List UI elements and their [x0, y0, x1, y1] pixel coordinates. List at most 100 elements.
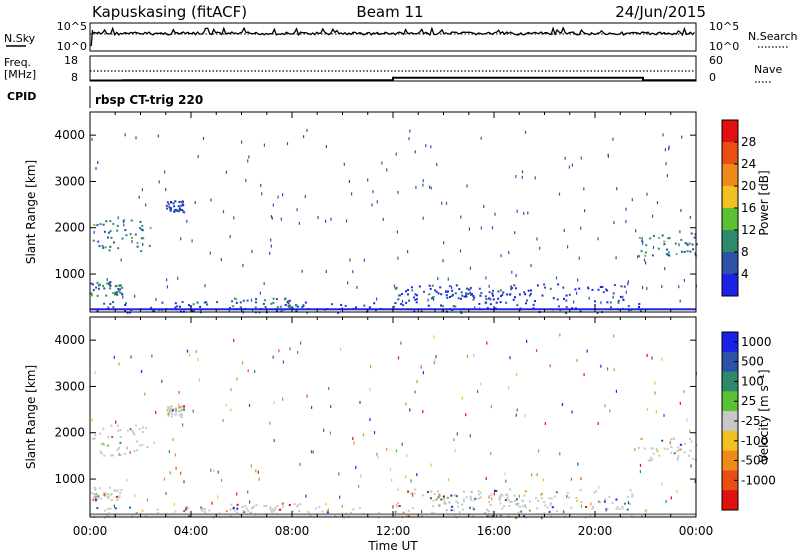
- velocity-colorbar-label: Velocity [m s⁻¹]: [757, 369, 771, 462]
- echo-cell: [117, 247, 120, 250]
- echo-cell: [679, 230, 681, 234]
- echo-cell: [168, 450, 170, 453]
- echo-cell: [668, 145, 670, 149]
- echo-cell: [589, 514, 592, 517]
- echo-cell: [110, 499, 113, 501]
- echo-cell: [686, 244, 689, 247]
- echo-cell: [192, 310, 195, 313]
- echo-cell: [521, 499, 524, 502]
- range-tick-label: 4000: [54, 333, 85, 347]
- echo-cell: [606, 289, 609, 292]
- echo-cell: [536, 349, 538, 353]
- echo-cell: [534, 300, 536, 303]
- echo-cell: [170, 412, 173, 415]
- echo-cell: [432, 499, 435, 502]
- colorbar-swatch: [722, 490, 738, 511]
- echo-cell: [144, 392, 146, 396]
- echo-cell: [615, 508, 618, 510]
- echo-cell: [465, 295, 468, 298]
- echo-cell: [661, 285, 663, 289]
- echo-cell: [92, 497, 95, 500]
- echo-cell: [499, 502, 502, 505]
- echo-cell: [131, 430, 134, 433]
- echo-cell: [641, 240, 644, 243]
- echo-cell: [261, 192, 263, 196]
- echo-cell: [106, 278, 108, 281]
- echo-cell: [658, 454, 661, 457]
- echo-cell: [107, 306, 110, 309]
- echo-cell: [463, 295, 466, 298]
- echo-cell: [515, 274, 517, 277]
- echo-cell: [103, 493, 106, 496]
- echo-cell: [407, 490, 410, 493]
- echo-cell: [397, 298, 400, 301]
- echo-cell: [204, 508, 206, 511]
- echo-cell: [96, 309, 99, 312]
- echo-cell: [514, 296, 516, 299]
- echo-cell: [184, 508, 187, 511]
- echo-cell: [165, 492, 167, 495]
- echo-cell: [546, 506, 549, 509]
- echo-cell: [99, 223, 102, 226]
- echo-cell: [519, 505, 522, 508]
- echo-cell: [456, 432, 458, 436]
- range-tick-label: 1000: [54, 267, 85, 281]
- echo-cell: [665, 500, 667, 504]
- echo-cell: [195, 349, 197, 353]
- echo-cell: [117, 429, 120, 432]
- echo-cell: [410, 286, 413, 289]
- echo-cell: [167, 407, 170, 410]
- echo-cell: [477, 390, 479, 393]
- echo-cell: [119, 429, 122, 431]
- echo-cell: [181, 301, 184, 303]
- echo-cell: [505, 479, 507, 483]
- echo-cell: [108, 281, 111, 284]
- echo-cell: [655, 448, 658, 451]
- echo-cell: [288, 299, 291, 302]
- echo-cell: [508, 504, 511, 507]
- echo-cell: [393, 305, 396, 308]
- echo-cell: [325, 270, 327, 273]
- echo-cell: [121, 237, 124, 240]
- echo-cell: [167, 406, 170, 409]
- echo-cell: [122, 219, 124, 223]
- echo-cell: [90, 492, 93, 494]
- echo-cell: [416, 298, 418, 301]
- echo-cell: [627, 305, 630, 308]
- echo-cell: [501, 507, 504, 510]
- echo-cell: [95, 497, 98, 500]
- power-colorbar: 28 24 20 16 12 8 4: [721, 119, 756, 297]
- echo-cell: [565, 312, 568, 314]
- echo-cell: [457, 501, 459, 504]
- echo-cell: [345, 219, 348, 223]
- echo-cell: [431, 297, 433, 300]
- echo-cell: [453, 438, 455, 442]
- echo-cell: [107, 435, 110, 438]
- echo-cell: [93, 486, 96, 489]
- echo-cell: [485, 477, 487, 480]
- echo-cell: [194, 201, 196, 205]
- echo-cell: [202, 137, 205, 140]
- echo-cell: [677, 455, 680, 458]
- echo-cell: [454, 305, 457, 308]
- echo-cell: [158, 180, 160, 184]
- colorbar-swatch: [722, 274, 738, 297]
- echo-cell: [119, 454, 122, 456]
- echo-cell: [123, 223, 125, 227]
- echo-cell: [597, 237, 599, 241]
- echo-cell: [509, 356, 511, 360]
- echo-cell: [109, 507, 112, 510]
- echo-cell: [597, 500, 600, 503]
- echo-cell: [460, 312, 463, 314]
- echo-cell: [117, 287, 120, 290]
- echo-cell: [499, 289, 502, 292]
- echo-cell: [463, 490, 465, 493]
- echo-cell: [255, 298, 258, 300]
- echo-cell: [284, 297, 287, 300]
- echo-cell: [459, 249, 462, 253]
- echo-cell: [493, 492, 495, 496]
- echo-cell: [661, 439, 664, 442]
- echo-cell: [132, 431, 135, 434]
- echo-cell: [457, 505, 460, 508]
- echo-cell: [124, 309, 127, 312]
